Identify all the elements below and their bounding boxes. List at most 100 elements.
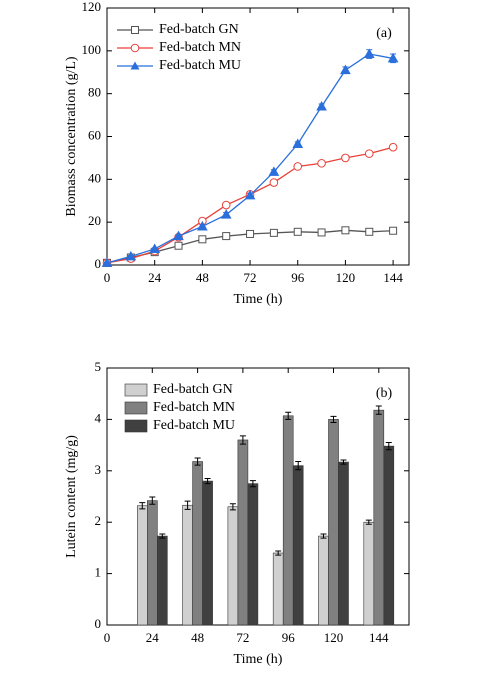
x-tick-label: 72: [244, 270, 257, 285]
marker: [389, 226, 398, 235]
x-tick-label: 48: [196, 270, 209, 285]
y-tick-label: 100: [82, 42, 102, 57]
marker: [341, 226, 350, 235]
x-tick-label: 120: [336, 270, 356, 285]
marker: [388, 142, 398, 152]
legend-marker: [130, 43, 140, 53]
error-bar: [285, 411, 292, 420]
bar: [272, 552, 284, 626]
marker: [174, 241, 183, 250]
x-tick-label: 96: [291, 270, 305, 285]
marker: [365, 227, 374, 236]
error-bar: [330, 415, 337, 423]
bar: [383, 445, 395, 626]
legend-swatch: [124, 383, 148, 397]
marker: [125, 250, 137, 261]
error-bar: [320, 533, 327, 539]
y-tick-label: 20: [88, 213, 101, 228]
marker: [222, 232, 231, 241]
series-line: [106, 146, 394, 264]
legend-label: Fed-batch GN: [153, 382, 233, 397]
bar: [373, 409, 385, 626]
bar: [363, 521, 375, 626]
legend-label: Fed-batch MU: [159, 58, 241, 73]
marker: [292, 138, 304, 148]
bar: [157, 535, 168, 626]
marker: [364, 149, 374, 158]
legend-marker: [130, 61, 140, 70]
x-tick-label: 96: [282, 630, 296, 645]
error-bar: [295, 461, 302, 471]
marker: [317, 158, 326, 168]
legend-marker: [130, 43, 140, 53]
marker: [246, 229, 255, 238]
marker: [269, 178, 279, 187]
x-tick-label: 72: [236, 630, 249, 645]
x-tick-label: 24: [148, 270, 162, 285]
error-bar: [229, 503, 236, 511]
legend-label: Fed-batch MN: [159, 40, 241, 55]
bar: [137, 505, 148, 626]
marker: [220, 209, 232, 219]
error-bar: [204, 478, 211, 485]
y-tick-label: 2: [95, 513, 102, 528]
marker: [197, 220, 208, 231]
y-tick-label: 3: [95, 462, 102, 477]
error-bar: [184, 500, 191, 510]
x-tick-label: 0: [104, 270, 111, 285]
error-bar: [385, 442, 392, 451]
error-bar: [159, 533, 166, 539]
legend-marker: [131, 26, 139, 34]
marker: [244, 189, 256, 200]
marker: [293, 162, 303, 171]
legend-swatch: [124, 401, 148, 415]
legend-label: Fed-batch GN: [159, 22, 239, 37]
plot-frame: [106, 7, 410, 266]
error-bar: [194, 457, 201, 466]
x-tick-label: 24: [146, 630, 160, 645]
marker: [293, 227, 302, 236]
error-bar: [139, 502, 146, 510]
y-tick-label: 0: [95, 256, 102, 271]
marker: [387, 52, 399, 63]
error-bar: [275, 550, 282, 556]
x-tick-label: 120: [324, 630, 344, 645]
annotation: (a): [376, 26, 392, 41]
error-bar: [249, 480, 256, 488]
marker: [340, 64, 351, 75]
marker: [268, 166, 280, 176]
marker: [149, 243, 161, 253]
y-tick-label: 4: [95, 410, 102, 425]
x-tick-label: 144: [383, 270, 403, 285]
marker: [198, 235, 207, 244]
x-tick-label: 144: [369, 630, 389, 645]
y-tick-label: 5: [95, 359, 102, 374]
bar: [202, 480, 213, 626]
bar: [147, 500, 158, 626]
y-tick-label: 1: [95, 565, 102, 580]
x-tick-label: 0: [104, 630, 111, 645]
marker: [101, 257, 113, 267]
legend-marker: [131, 26, 139, 34]
y-tick-label: 120: [82, 0, 102, 14]
y-tick-label: 60: [88, 127, 101, 142]
marker: [316, 100, 327, 111]
marker: [341, 153, 350, 163]
y-tick-label: 40: [88, 170, 101, 185]
bar: [282, 415, 294, 626]
legend-swatch: [124, 419, 148, 433]
error-bar: [375, 405, 382, 415]
error-bar: [340, 459, 347, 465]
x-axis-label: Time (h): [234, 292, 283, 307]
error-bar: [239, 435, 246, 445]
bar: [318, 535, 329, 626]
bar: [328, 419, 339, 626]
y-tick-label: 80: [88, 85, 101, 100]
marker: [269, 228, 278, 237]
marker: [221, 200, 231, 210]
legend-label: Fed-batch MU: [153, 418, 235, 433]
y-tick-label: 0: [95, 616, 102, 631]
bar: [182, 504, 193, 626]
